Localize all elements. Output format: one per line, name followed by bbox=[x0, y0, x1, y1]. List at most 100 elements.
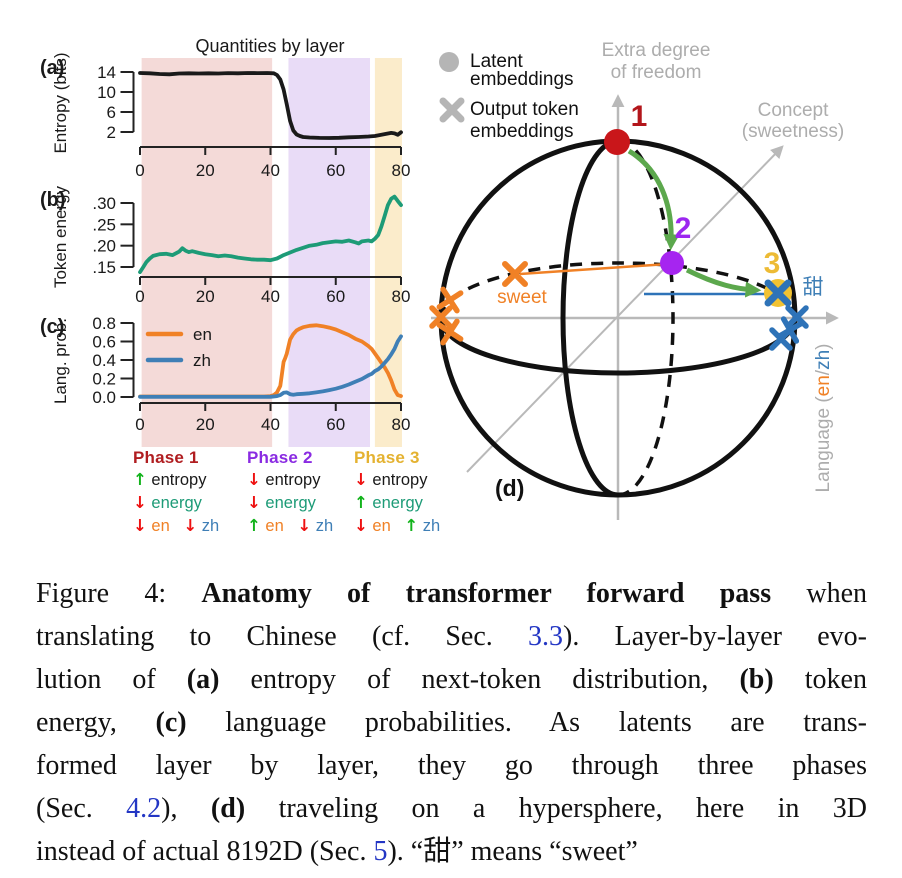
zh-token-x-icon bbox=[769, 327, 793, 351]
caption-text: token bbox=[773, 664, 867, 695]
caption-text: energy, bbox=[36, 707, 156, 738]
y-tick-label: 6 bbox=[107, 103, 116, 122]
caption-line: instead of actual 8192D (Sec. 5). “甜” me… bbox=[36, 830, 867, 873]
axis-language-label: Language (en/zh) bbox=[813, 344, 834, 493]
caption-text: Anatomy of transformer forward pass bbox=[201, 578, 772, 609]
zh-line bbox=[138, 334, 403, 399]
caption-text: ). “甜” means “sweet” bbox=[387, 836, 638, 867]
x-tick-label: 60 bbox=[326, 161, 345, 180]
trend-arrow-icon: ↓ bbox=[247, 493, 261, 512]
phase-row: ↓ entropy bbox=[247, 469, 333, 491]
phase-row: ↑ en ↓ zh bbox=[247, 515, 333, 537]
y-tick-label: .15 bbox=[92, 258, 116, 277]
x-tick-label: 60 bbox=[326, 287, 345, 306]
phase-quantity-label: entropy bbox=[265, 471, 321, 489]
panel-label: (c) bbox=[40, 316, 64, 338]
y-tick-label: 14 bbox=[97, 63, 116, 82]
caption-text: when bbox=[771, 578, 868, 609]
y-tick-label: .30 bbox=[92, 194, 116, 213]
trend-arrow-icon: ↓ bbox=[133, 516, 147, 535]
trend-arrow-icon: ↓ bbox=[354, 516, 368, 535]
phase-quantity-label: energy bbox=[372, 494, 423, 512]
caption-text: (d) bbox=[210, 793, 246, 824]
y-tick-label: 0.0 bbox=[92, 388, 116, 407]
point-3-label: 3 bbox=[764, 247, 781, 280]
charts-title: Quantities by layer bbox=[195, 36, 344, 56]
caption-text: entropy of next-token distribution, bbox=[219, 664, 740, 695]
caption-text: (c) bbox=[155, 707, 187, 738]
y-tick-label: 0.6 bbox=[92, 333, 116, 352]
caption-text: Figure 4: bbox=[36, 578, 202, 609]
latent-point-2 bbox=[660, 251, 684, 275]
en-token-x-icon bbox=[436, 318, 464, 346]
trend-arrow-icon: ↓ bbox=[354, 470, 368, 489]
phase-quantity-label: zh bbox=[422, 517, 441, 535]
axis-concept bbox=[466, 145, 784, 473]
trend-arrow-icon: ↓ bbox=[297, 516, 312, 535]
phase-quantity-label: energy bbox=[151, 494, 202, 512]
axis-concept-label-line1: Concept bbox=[758, 100, 829, 121]
phase-row: ↓ energy bbox=[133, 492, 219, 514]
phase-title: Phase 3 bbox=[354, 448, 420, 467]
phase-row: ↓ entropy bbox=[354, 469, 440, 491]
caption-text: (b) bbox=[739, 664, 774, 695]
phase-title: Phase 1 bbox=[133, 448, 199, 467]
x-tick-label: 80 bbox=[392, 161, 411, 180]
tian-label: 甜 bbox=[803, 276, 824, 299]
phase-row: ↓ energy bbox=[247, 492, 333, 514]
trend-arrow-icon: ↑ bbox=[404, 516, 419, 535]
x-tick-label: 20 bbox=[196, 161, 215, 180]
latent-point-1 bbox=[604, 129, 630, 155]
caption-text: ), bbox=[161, 793, 211, 824]
section-reference-link[interactable]: 3.3 bbox=[528, 621, 564, 652]
axis-concept-label-line2: (sweetness) bbox=[742, 121, 844, 142]
y-tick-label: 2 bbox=[107, 123, 116, 142]
legend-output-label-line1: Output token bbox=[470, 99, 579, 120]
phase-quantity-label: en bbox=[372, 517, 391, 535]
en-token-x-icon bbox=[436, 286, 464, 314]
panel-label: (a) bbox=[40, 57, 64, 79]
trend-arrow-icon: ↑ bbox=[247, 516, 261, 535]
phase-quantity-label: en bbox=[151, 517, 170, 535]
phase-column-2: Phase 2 ↓ entropy ↓ energy ↑ en ↓ zh bbox=[247, 448, 333, 537]
legend-latent-icon bbox=[439, 52, 459, 72]
trajectory-arrow-1-2 bbox=[627, 148, 680, 251]
sweet-label: sweet bbox=[497, 287, 547, 308]
section-reference-link[interactable]: 5 bbox=[373, 836, 388, 867]
y-tick-label: 10 bbox=[97, 83, 116, 102]
caption-text: lution of bbox=[36, 664, 187, 695]
trend-arrow-icon: ↓ bbox=[247, 470, 261, 489]
legend-latent-label-line1: Latent bbox=[470, 51, 524, 72]
y-tick-label: 0.4 bbox=[92, 351, 116, 370]
phase-band bbox=[374, 58, 402, 447]
sphere-meridian-back-dashed bbox=[617, 139, 675, 497]
legend-output-x-icon bbox=[439, 97, 465, 123]
caption-line: energy, (c) language probabilities. As l… bbox=[36, 701, 867, 744]
caption-line: Figure 4: Anatomy of transformer forward… bbox=[36, 572, 867, 615]
caption-text: (Sec. bbox=[36, 793, 127, 824]
caption-line: (Sec. 4.2), (d) traveling on a hypersphe… bbox=[36, 787, 867, 830]
x-tick-label: 40 bbox=[261, 161, 280, 180]
tian-token-x-icon bbox=[764, 279, 792, 307]
trend-arrow-icon: ↑ bbox=[133, 470, 147, 489]
axis-extra-degree-label-line1: Extra degree bbox=[602, 40, 711, 61]
section-reference-link[interactable]: 4.2 bbox=[126, 793, 162, 824]
sphere-equator-back-dashed bbox=[439, 261, 797, 319]
y-axis-title: Entropy (bits) bbox=[51, 52, 70, 153]
x-tick-label: 0 bbox=[135, 415, 144, 434]
x-tick-label: 20 bbox=[196, 415, 215, 434]
caption-text: (a) bbox=[186, 664, 220, 695]
x-tick-label: 40 bbox=[261, 415, 280, 434]
x-tick-label: 20 bbox=[196, 287, 215, 306]
caption-text: instead of actual 8192D (Sec. bbox=[36, 836, 374, 867]
legend-en-label: en bbox=[193, 325, 212, 344]
point-1-label: 1 bbox=[631, 100, 648, 133]
legend-latent-label-line2: embeddings bbox=[470, 69, 574, 90]
panel-d-label: (d) bbox=[495, 475, 524, 501]
chart-panel-c: 0.80.60.40.20.0 0 20 40 60 80 en zh (c)Lang. pro… bbox=[40, 314, 410, 434]
y-tick-label: 0.8 bbox=[92, 314, 116, 333]
phase-column-3: Phase 3 ↓ entropy ↑ energy ↓ en ↑ zh bbox=[354, 448, 440, 537]
